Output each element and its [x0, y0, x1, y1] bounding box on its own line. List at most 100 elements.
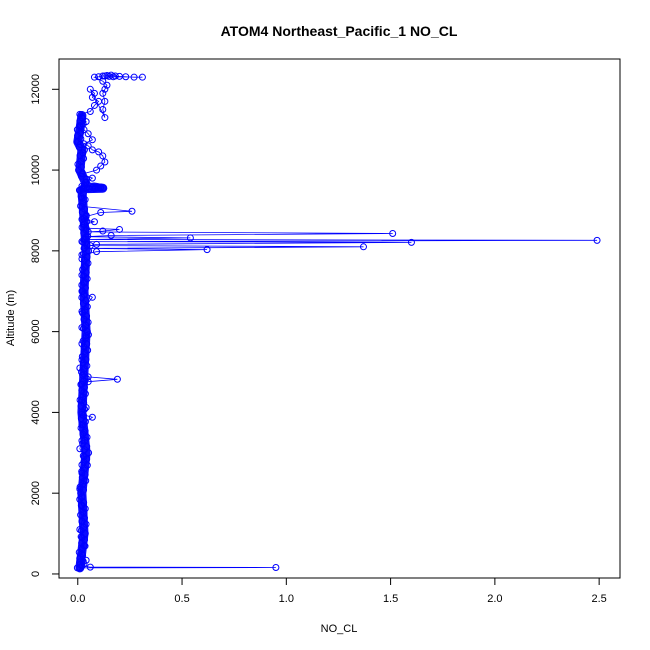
data-point — [80, 126, 88, 134]
data-point — [76, 445, 84, 453]
data-point — [99, 89, 107, 97]
data-point — [99, 152, 107, 160]
data-point — [107, 232, 115, 240]
data-point — [76, 122, 84, 130]
data-point — [78, 307, 86, 315]
data-point — [76, 110, 84, 118]
data-point — [78, 287, 86, 295]
data-point — [78, 271, 86, 279]
data-point — [103, 81, 111, 89]
data-point — [82, 404, 90, 412]
chart-title: ATOM4 Northeast_Pacific_1 NO_CL — [221, 23, 458, 39]
y-axis-label: Altitude (m) — [5, 290, 17, 346]
data-point — [80, 477, 88, 485]
data-point — [78, 461, 86, 469]
data-point — [78, 380, 86, 388]
data-point — [82, 213, 90, 221]
data-point — [90, 89, 98, 97]
data-point — [272, 563, 280, 571]
data-point — [80, 263, 88, 271]
data-point — [88, 413, 96, 421]
data-point — [101, 114, 109, 122]
data-point — [78, 182, 86, 190]
data-point — [78, 238, 86, 246]
data-point — [80, 542, 88, 550]
data-point — [80, 429, 88, 437]
data-point — [128, 207, 136, 215]
data-point — [90, 218, 98, 226]
data-point — [82, 556, 90, 564]
data-point — [84, 228, 92, 236]
data-point — [93, 240, 101, 248]
data-point — [407, 238, 415, 246]
data-point — [101, 158, 109, 166]
data-point — [93, 248, 101, 256]
data-point — [203, 246, 211, 254]
data-point — [78, 396, 86, 404]
data-point — [76, 186, 84, 194]
data-point — [105, 72, 113, 80]
data-point — [84, 378, 92, 386]
y-tick-label: 0 — [30, 571, 42, 577]
data-point — [80, 279, 88, 287]
data-point — [78, 501, 86, 509]
data-point — [78, 562, 86, 570]
series-points — [76, 71, 601, 572]
data-point — [90, 73, 98, 81]
data-point — [99, 227, 107, 235]
data-point — [82, 178, 90, 186]
data-point — [99, 105, 107, 113]
data-point — [78, 194, 86, 202]
data-point — [88, 136, 96, 144]
data-point — [76, 558, 84, 566]
y-tick-label: 12000 — [30, 74, 42, 105]
data-point — [78, 340, 86, 348]
data-point — [90, 101, 98, 109]
data-point — [97, 208, 105, 216]
x-tick-label: 2.0 — [487, 593, 502, 605]
data-point — [78, 437, 86, 445]
data-point — [86, 108, 94, 116]
data-point — [86, 563, 94, 571]
y-tick-label: 2000 — [30, 481, 42, 505]
data-point — [130, 73, 138, 81]
data-point — [76, 364, 84, 372]
data-point — [115, 225, 123, 233]
data-point — [78, 356, 86, 364]
y-tick-label: 8000 — [30, 239, 42, 263]
data-point — [359, 243, 367, 251]
x-tick-label: 0.5 — [174, 593, 189, 605]
data-point — [84, 130, 92, 138]
data-point — [97, 162, 105, 170]
data-point — [86, 85, 94, 93]
data-point — [101, 85, 109, 93]
data-point — [93, 166, 101, 174]
plot-area-box — [58, 58, 621, 579]
data-point — [80, 388, 88, 396]
data-point — [78, 255, 86, 263]
x-tick-label: 1.5 — [383, 593, 398, 605]
data-point — [122, 73, 130, 81]
data-point — [593, 236, 601, 244]
data-point — [95, 148, 103, 156]
data-point — [138, 73, 146, 81]
data-point — [80, 560, 88, 568]
data-point — [76, 526, 84, 534]
data-point — [78, 170, 86, 178]
data-point — [80, 316, 88, 324]
data-point — [78, 202, 86, 210]
data-point — [80, 509, 88, 517]
data-point — [78, 550, 86, 558]
data-point — [78, 534, 86, 542]
x-tick-label: 2.5 — [591, 593, 606, 605]
series-path — [78, 74, 598, 569]
x-tick-label: 0.0 — [70, 593, 85, 605]
data-point — [88, 293, 96, 301]
data-point — [80, 370, 88, 378]
data-point — [80, 453, 88, 461]
data-point — [109, 73, 117, 81]
data-point — [88, 174, 96, 182]
data-point — [186, 234, 194, 242]
data-point — [80, 244, 88, 252]
data-point — [101, 72, 109, 80]
